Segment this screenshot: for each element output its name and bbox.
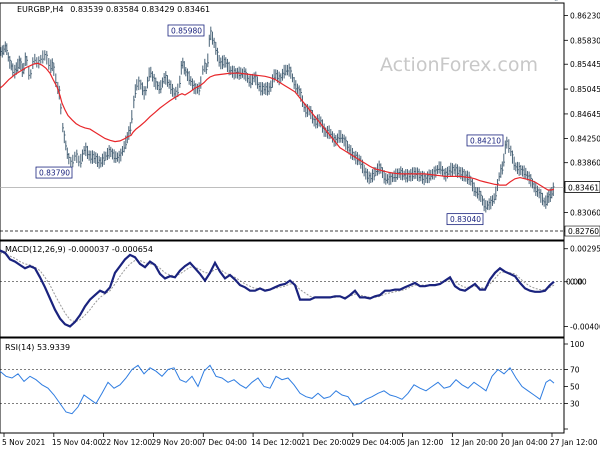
macd-line [0, 249, 555, 328]
support-price-tag: 0.82760 [564, 225, 600, 237]
price-panel: ActionForex.com EURGBP,H4 0.83539 0.8358… [0, 0, 600, 241]
price-tick-label: 0.85445 [570, 60, 600, 69]
rsi-tick-label: 50 [570, 383, 580, 392]
time-tick-label: 21 Dec 20:00 [301, 438, 352, 447]
annotation-label: 0.84210 [470, 136, 501, 145]
annotation-box [466, 134, 504, 147]
support-price-label: 0.82760 [568, 227, 599, 236]
rsi-axis: 100 70 50 30 [564, 340, 585, 430]
price-tick-label: 0.84645 [570, 110, 600, 119]
watermark: ActionForex.com [380, 54, 538, 76]
annotation-label: 0.85980 [171, 26, 202, 35]
moving-average-line [0, 62, 555, 191]
macd-tick-label: 0.002955 [570, 245, 600, 254]
time-tick-label: 22 Nov 12:00 [102, 438, 153, 447]
time-tick-label: 27 Jan 12:00 [550, 438, 598, 447]
time-tick-label: 20 Jan 04:00 [500, 438, 548, 447]
time-tick-label: 14 Dec 12:00 [251, 438, 302, 447]
rsi-tick-label: 70 [570, 366, 580, 375]
time-tick-label: 29 Dec 04:00 [351, 438, 402, 447]
macd-signal-line [0, 252, 555, 323]
price-tick-label: 0.85045 [570, 85, 600, 94]
rsi-title: RSI(14) 53.9339 [5, 343, 70, 352]
price-tick-label: 0.84250 [570, 134, 600, 143]
macd-tick-label: -0.004009 [570, 323, 600, 332]
ohlc-values: 0.83539 0.83584 0.83429 0.83461 [70, 5, 210, 14]
time-tick-label: 7 Dec 04:00 [201, 438, 247, 447]
macd-panel: MACD(12,26,9) -0.000037 -0.000654 0.0029… [0, 240, 600, 338]
price-annotations: 0.85980 0.83790 0.84210 0.83040 [35, 24, 504, 226]
rsi-line [0, 364, 555, 415]
macd-tick-label: 0.00 [570, 278, 587, 287]
annotation-label: 0.83790 [39, 169, 70, 178]
annotation-label: 0.83040 [450, 215, 481, 224]
price-tick-label: 0.86230 [570, 11, 600, 20]
time-tick-label: 5 Jan 12:00 [401, 438, 444, 447]
annotation-box [167, 24, 205, 37]
macd-title: MACD(12,26,9) -0.000037 -0.000654 [5, 245, 153, 254]
price-tick-label: 0.85830 [570, 36, 600, 45]
macd-value-label: 0.00 [566, 278, 583, 287]
annotation-box [35, 166, 73, 179]
symbol-header: EURGBP,H4 0.83539 0.83584 0.83429 0.8346… [17, 5, 210, 14]
time-tick-label: 5 Nov 2021 [2, 438, 45, 447]
time-axis: 5 Nov 2021 15 Nov 04:00 22 Nov 12:00 29 Nov… [2, 433, 598, 447]
macd-axis: 0.002955 0.00 -0.004009 [564, 245, 600, 332]
symbol-name: EURGBP,H4 [17, 5, 64, 14]
price-tick-label: 0.83860 [570, 159, 600, 168]
current-price-label: 0.83461 [568, 183, 599, 192]
time-tick-label: 15 Nov 04:00 [52, 438, 103, 447]
rsi-tick-label: 30 [570, 400, 580, 409]
rsi-tick-label: 100 [570, 340, 585, 349]
time-tick-label: 12 Jan 20:00 [450, 438, 498, 447]
annotation-box [446, 213, 484, 226]
price-tick-label: 0.83060 [570, 208, 600, 217]
current-price-tag: 0.83461 [564, 181, 600, 193]
time-tick-label: 29 Nov 20:00 [151, 438, 202, 447]
rsi-panel: RSI(14) 53.9339 100 70 50 30 [0, 337, 585, 434]
